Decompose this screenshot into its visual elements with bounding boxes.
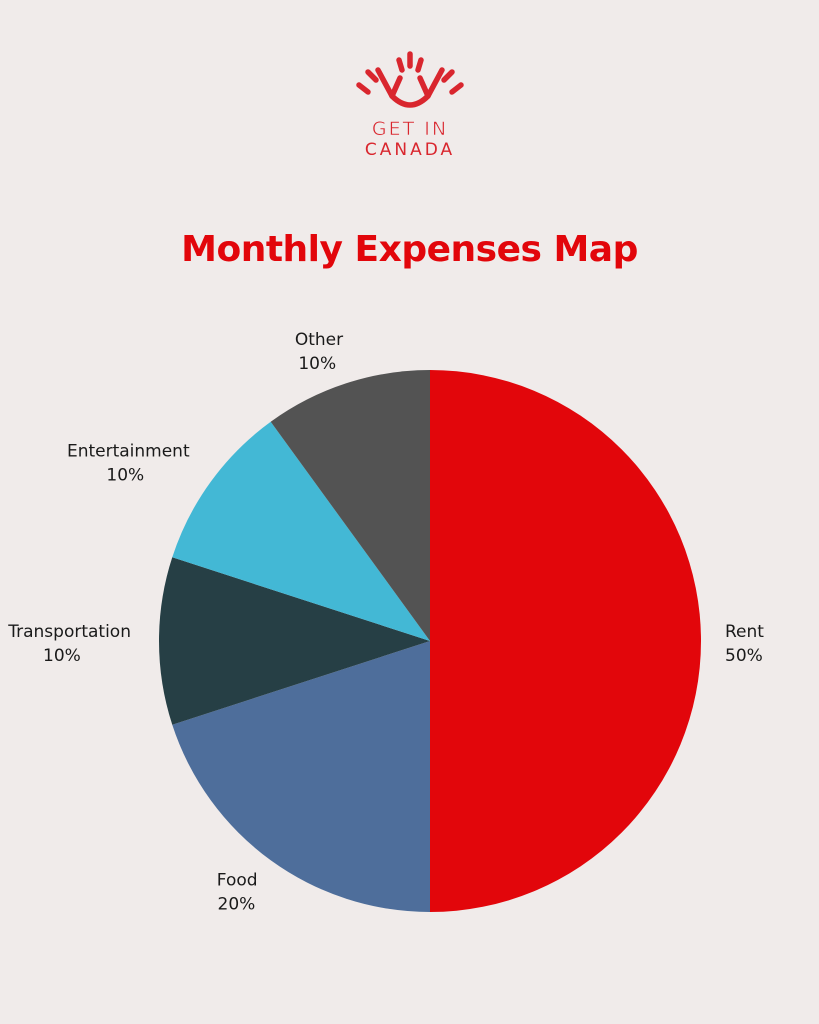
slice-name-label: Transportation — [7, 622, 131, 642]
sunrise-logo-icon — [356, 51, 464, 108]
brand-name-line2: CANADA — [364, 140, 456, 160]
pie-label-other: Other 10% — [295, 330, 343, 374]
slice-name-label: Entertainment — [67, 442, 190, 462]
slice-value-label: 20% — [218, 894, 256, 914]
pie-slice-other — [270, 370, 430, 641]
brand-name-line1: GET IN — [371, 118, 449, 141]
pie-slice-food — [172, 641, 431, 912]
chart-title: Monthly Expenses Map — [181, 229, 638, 270]
pie-label-entertainment: Entertainment 10% — [67, 442, 190, 486]
pie-slice-entertainment — [172, 421, 431, 641]
slice-value-label: 10% — [106, 466, 144, 486]
brand-logo: GET IN CANADA — [350, 48, 470, 163]
pie-slice-rent — [430, 370, 701, 912]
slice-value-label: 10% — [298, 354, 336, 374]
slice-name-label: Rent — [725, 622, 764, 642]
slice-name-label: Other — [295, 330, 343, 350]
pie-label-food: Food 20% — [217, 870, 258, 914]
slice-value-label: 50% — [725, 646, 763, 666]
slice-value-label: 10% — [43, 646, 81, 666]
pie-slice-transportation — [159, 557, 431, 725]
pie-label-rent: Rent 50% — [725, 622, 764, 666]
pie-label-transportation: Transportation 10% — [7, 622, 131, 666]
slice-name-label: Food — [217, 870, 258, 890]
